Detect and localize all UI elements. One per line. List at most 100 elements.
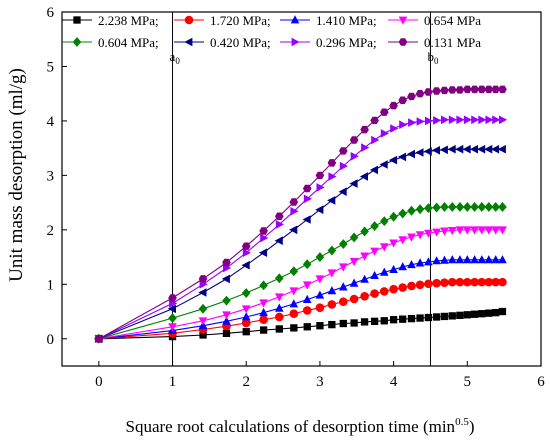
data-point <box>415 148 424 157</box>
vline-label-b: b0 <box>427 49 439 66</box>
data-point <box>94 335 104 343</box>
data-point <box>289 225 298 235</box>
data-point <box>289 309 299 319</box>
data-point <box>448 255 457 264</box>
data-point <box>470 202 479 212</box>
legend-label: 0.296 MPa; <box>316 35 377 50</box>
data-point <box>432 256 441 265</box>
data-point <box>470 226 479 235</box>
data-point <box>360 125 369 134</box>
data-point <box>242 248 251 257</box>
y-tick-label: 2 <box>47 223 55 239</box>
data-point <box>491 277 500 287</box>
x-tick-label: 0 <box>95 374 103 390</box>
data-point <box>424 88 433 96</box>
data-point <box>470 310 479 318</box>
vline-label-a: a0 <box>170 49 181 66</box>
data-point <box>455 226 465 235</box>
series-layer <box>94 85 508 344</box>
data-point <box>198 288 207 297</box>
data-point <box>338 297 348 307</box>
data-point <box>359 172 368 181</box>
data-point <box>380 129 389 138</box>
legend-marker <box>398 38 408 46</box>
data-point <box>222 316 231 325</box>
data-point <box>380 216 389 227</box>
data-point <box>498 277 507 287</box>
data-point <box>259 227 268 235</box>
data-point <box>380 108 389 116</box>
data-point <box>289 266 299 277</box>
data-point <box>380 267 389 276</box>
data-point <box>303 194 312 204</box>
data-point <box>339 282 348 291</box>
data-point <box>339 147 348 155</box>
data-point <box>241 312 251 321</box>
legend-marker <box>72 37 82 47</box>
data-point <box>477 85 487 94</box>
legend-label: 0.654 MPa <box>424 13 481 28</box>
data-point <box>398 208 407 219</box>
data-point <box>399 315 407 323</box>
vline-label-subscript: 0 <box>434 56 439 66</box>
data-point <box>397 152 407 162</box>
data-point <box>485 115 494 125</box>
data-point <box>168 294 177 302</box>
data-point <box>485 309 493 317</box>
data-point <box>389 264 398 273</box>
data-point <box>302 306 312 315</box>
data-point <box>370 317 379 325</box>
data-point <box>407 92 416 101</box>
data-point <box>431 146 440 155</box>
data-point <box>275 312 284 322</box>
data-point <box>315 205 324 214</box>
data-point <box>484 255 494 264</box>
data-point <box>406 149 415 159</box>
data-point <box>432 228 441 237</box>
data-point <box>407 233 416 242</box>
legend-entry-5: 0.604 MPa; <box>62 35 159 50</box>
data-point <box>477 255 487 264</box>
data-point <box>398 262 407 271</box>
data-point <box>371 135 380 145</box>
data-point <box>448 312 456 320</box>
data-point <box>424 203 433 213</box>
data-point <box>339 319 347 328</box>
data-point <box>289 299 299 308</box>
legend: 2.238 MPa; 1.720 MPa; 1.410 MPa; 0.654 MPa 0… <box>62 13 481 50</box>
data-point <box>415 204 425 215</box>
data-point <box>484 226 494 235</box>
data-point <box>259 315 268 325</box>
data-point <box>370 221 379 231</box>
legend-entry-3: 1.410 MPa; <box>280 13 377 28</box>
data-point <box>379 287 389 296</box>
data-point <box>432 313 441 321</box>
data-point <box>423 147 432 156</box>
data-point <box>167 304 176 314</box>
data-point <box>221 274 230 284</box>
series-8 <box>94 85 507 343</box>
data-point <box>484 144 493 154</box>
data-point <box>360 291 369 301</box>
data-point <box>316 183 325 192</box>
data-point <box>463 255 472 264</box>
data-point <box>360 318 369 326</box>
data-point <box>275 325 283 333</box>
data-point <box>463 85 472 94</box>
data-point <box>259 280 268 291</box>
data-point <box>389 101 398 110</box>
data-point <box>440 227 449 236</box>
data-point <box>455 144 464 154</box>
data-point <box>327 286 337 295</box>
axes: 0 1 2 3 4 5 6 0 1 2 3 4 5 6 <box>47 5 546 390</box>
data-point <box>470 277 479 287</box>
data-point <box>491 255 500 264</box>
data-point <box>315 171 325 180</box>
data-point <box>491 202 500 212</box>
data-point <box>470 255 479 264</box>
data-point <box>456 115 465 125</box>
data-point <box>448 115 457 125</box>
data-point <box>222 311 231 320</box>
data-point <box>274 236 283 245</box>
